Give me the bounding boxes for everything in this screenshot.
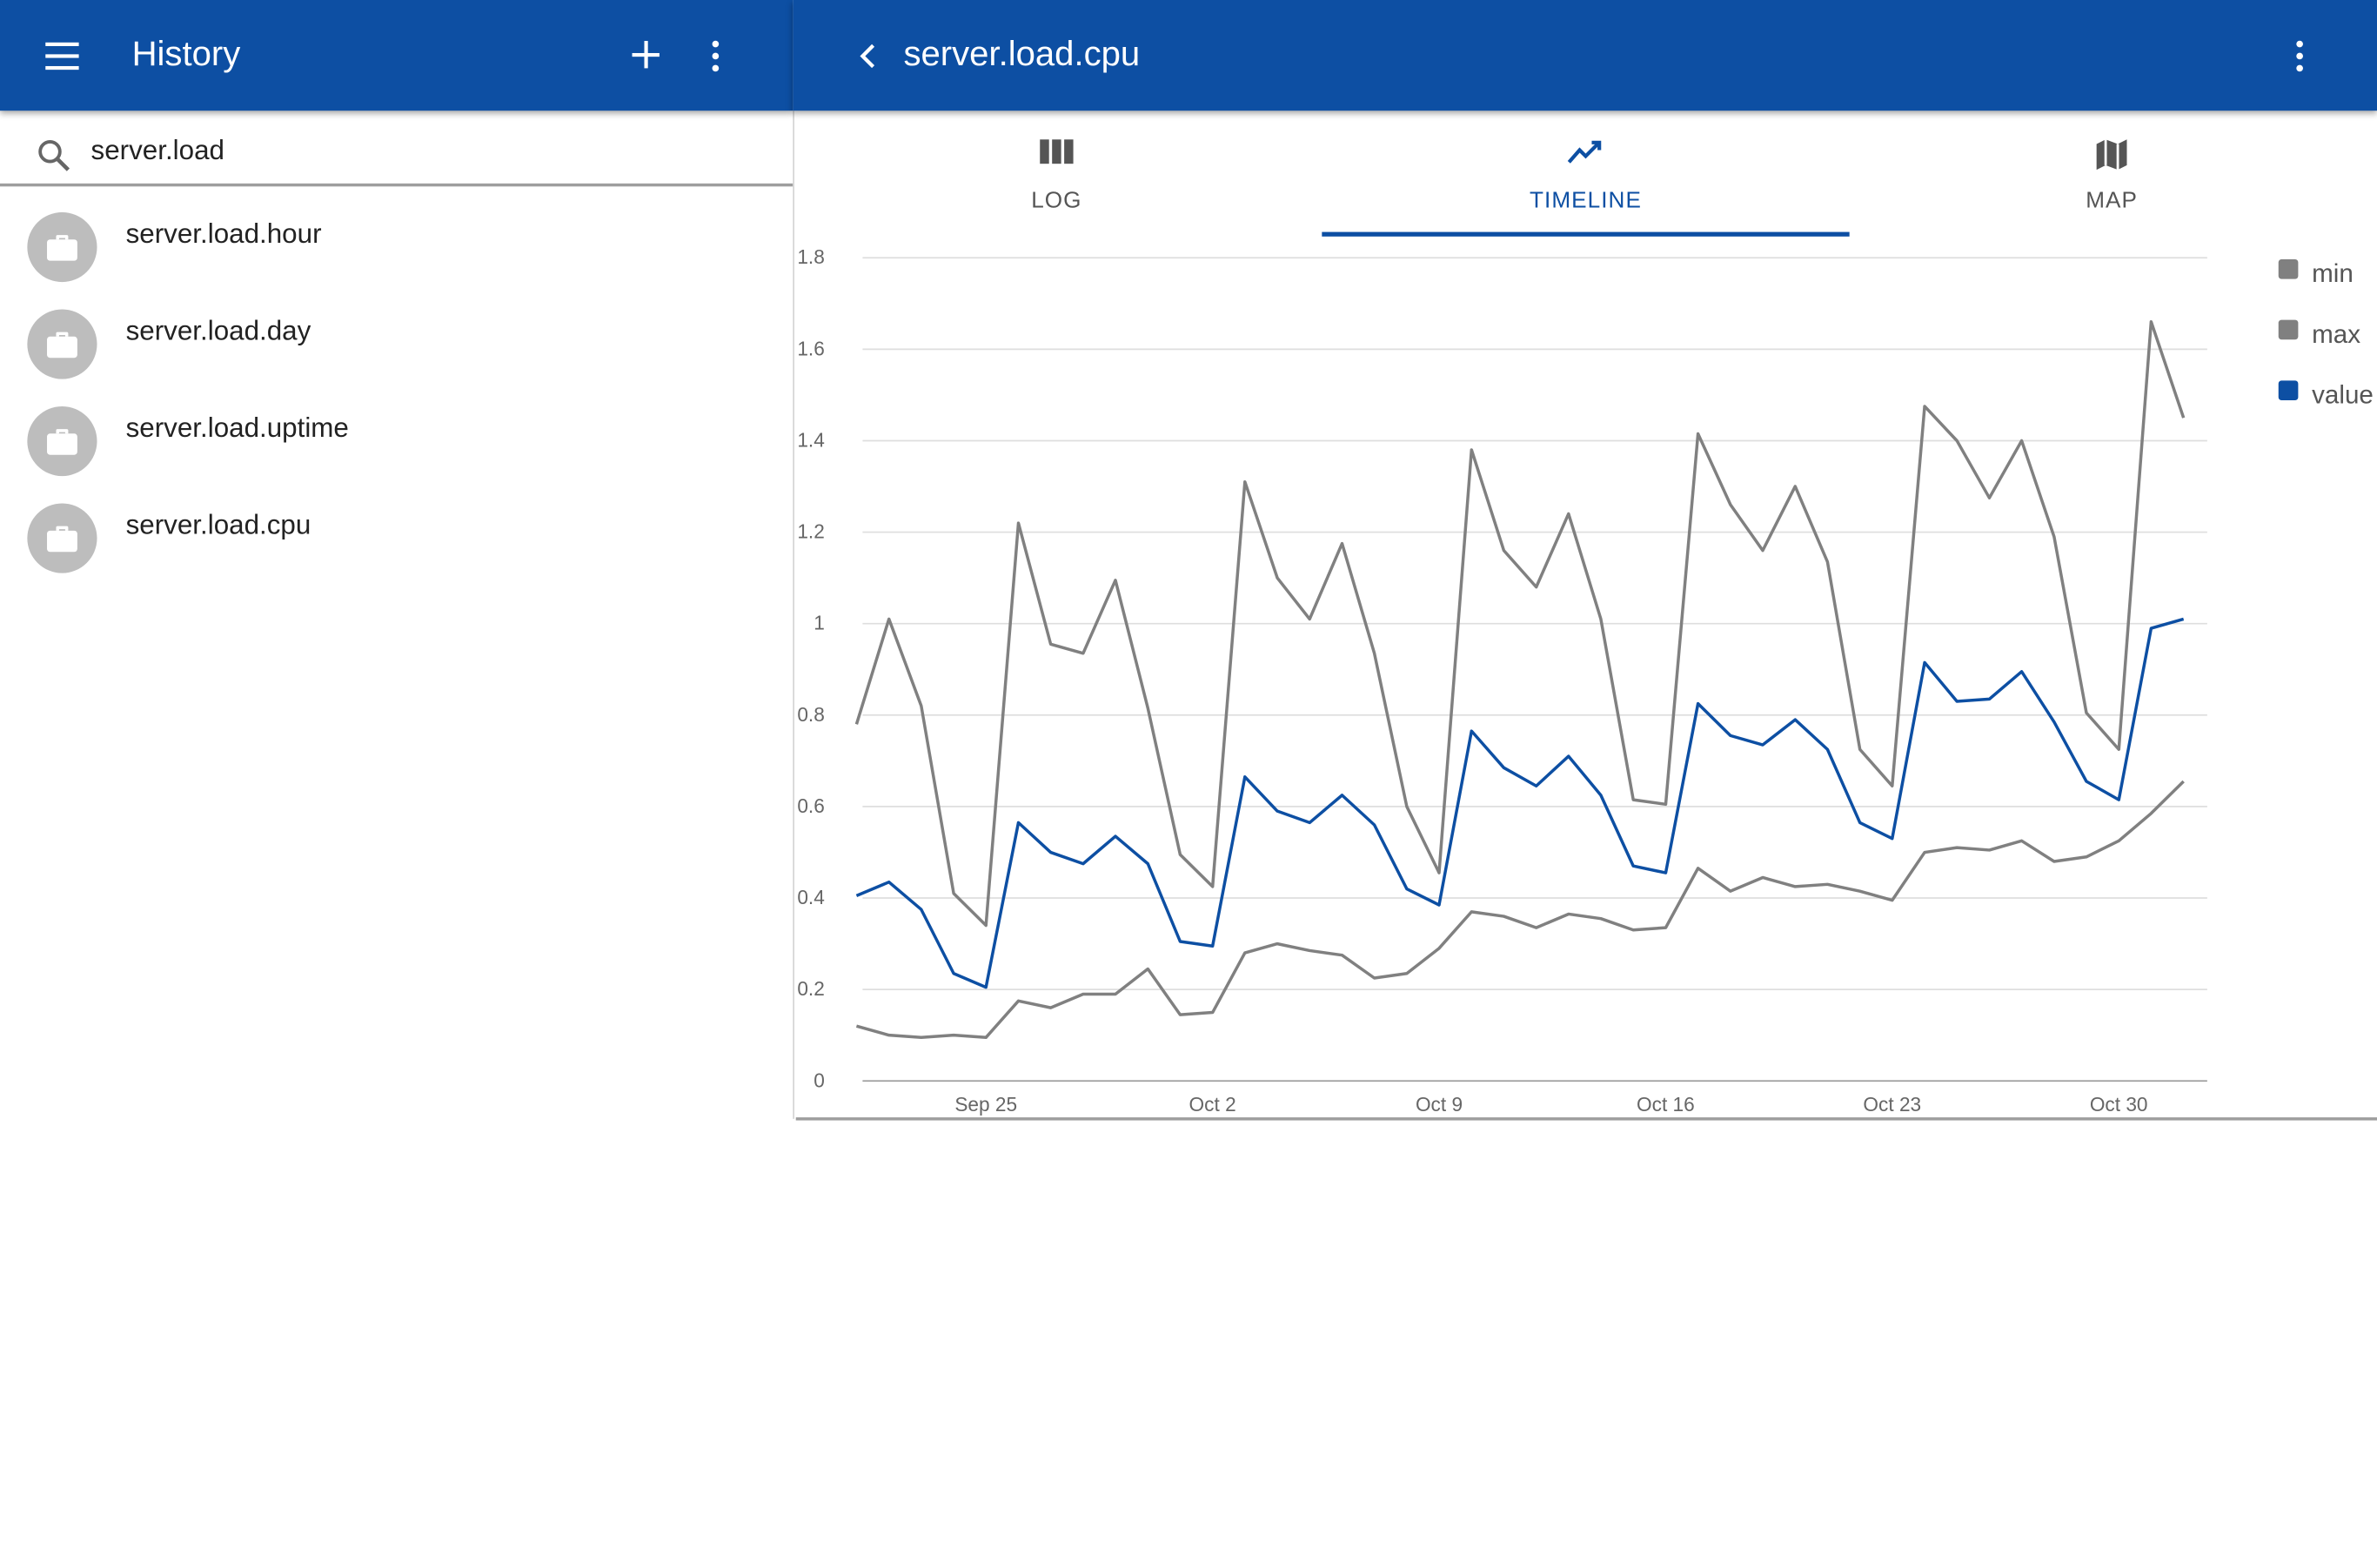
tab-timeline[interactable]: TIMELINE [1322,112,1849,237]
tab-label: TIMELINE [1530,188,1642,214]
list-item-label: server.load.hour [125,218,322,249]
tab-log[interactable]: LOG [793,112,1320,237]
list-item-label: server.load.cpu [125,509,311,540]
legend-swatch-min [2278,258,2299,279]
list-item[interactable]: server.load.uptime [0,392,793,489]
search-input[interactable] [90,130,759,171]
plus-icon[interactable] [629,38,662,71]
series-line-min [855,780,2185,1040]
list-item[interactable]: server.load.day [0,294,793,392]
tab-label: LOG [1031,188,1082,214]
avatar [27,309,97,379]
y-tick-label: 1 [814,612,825,634]
pane-divider [793,111,794,1119]
avatar [27,211,97,283]
more-vert-icon[interactable] [703,38,727,75]
tab-indicator [1322,231,1850,237]
y-tick-label: 1.6 [797,337,824,359]
y-tick-label: 0.2 [797,977,824,1000]
tab-label: MAP [2086,188,2138,214]
menu-icon[interactable] [44,38,81,75]
more-vert-icon[interactable] [2287,38,2312,75]
x-tick-label: Oct 9 [1416,1093,1463,1116]
detail-title: server.load.cpu [903,33,1141,73]
list-item[interactable]: server.load.cpu [0,488,793,586]
legend-label-value: value [2312,380,2374,410]
series-line-max [854,319,2186,928]
series-line-value [855,617,2185,989]
briefcase-icon [47,526,77,553]
x-tick-label: Oct 23 [1863,1093,1921,1116]
avatar [27,503,97,573]
x-tick-label: Oct 2 [1189,1093,1236,1116]
chart-bottom-rule [795,1117,2377,1121]
legend-swatch-max [2278,319,2299,340]
x-tick-label: Sep 25 [954,1093,1017,1116]
legend-label-max: max [2312,319,2361,349]
columns-icon [1040,139,1074,164]
list-item-label: server.load.day [125,315,311,346]
avatar [27,405,97,477]
y-axis: 0 0.2 0.4 0.6 0.8 1 1.2 1.4 1.6 1.8 [797,245,824,1091]
y-tick-label: 1.2 [797,520,824,543]
briefcase-icon [47,332,77,358]
detail-app-bar: server.load.cpu [793,0,2377,111]
legend-swatch-value [2278,380,2299,400]
legend-label-min: min [2312,258,2354,289]
timeline-chart: 0 0.2 0.4 0.6 0.8 1 1.2 1.4 1.6 1.8 Sep 25 Oct 2 Oc… [797,245,2207,1116]
search-icon [38,139,70,171]
chart-gridlines [862,257,2207,1082]
y-tick-label: 0.8 [797,703,824,726]
y-tick-label: 0 [814,1069,825,1091]
list-item-label: server.load.uptime [125,412,349,443]
briefcase-icon [47,235,77,261]
search-bar [0,115,793,187]
trending-line-icon [1567,140,1602,164]
y-tick-label: 1.4 [797,428,824,451]
y-tick-label: 1.8 [797,245,824,268]
x-tick-label: Oct 16 [1637,1093,1695,1116]
tab-map[interactable]: MAP [1848,112,2375,237]
chevron-left-icon[interactable] [856,41,880,71]
x-tick-label: Oct 30 [2090,1093,2148,1116]
briefcase-icon [47,429,77,455]
map-icon [2096,139,2127,171]
page-title: History [131,33,241,73]
history-app-bar: History [0,0,793,111]
list-item[interactable]: server.load.hour [0,198,793,295]
y-tick-label: 0.6 [797,794,824,817]
x-axis: Sep 25 Oct 2 Oct 9 Oct 16 Oct 23 Oct 30 [954,1093,2147,1116]
chart-series [854,319,2186,1040]
y-tick-label: 0.4 [797,886,824,908]
